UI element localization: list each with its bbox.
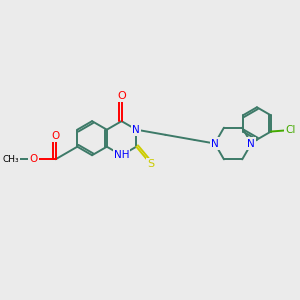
Text: Cl: Cl [285, 125, 295, 135]
Text: N: N [248, 139, 255, 148]
Text: O: O [29, 154, 38, 164]
Text: O: O [117, 91, 126, 101]
Text: N: N [133, 125, 140, 135]
Text: NH: NH [114, 150, 129, 160]
Text: CH₃: CH₃ [2, 155, 19, 164]
Text: O: O [52, 131, 60, 141]
Text: S: S [148, 159, 154, 170]
Text: N: N [211, 139, 219, 148]
